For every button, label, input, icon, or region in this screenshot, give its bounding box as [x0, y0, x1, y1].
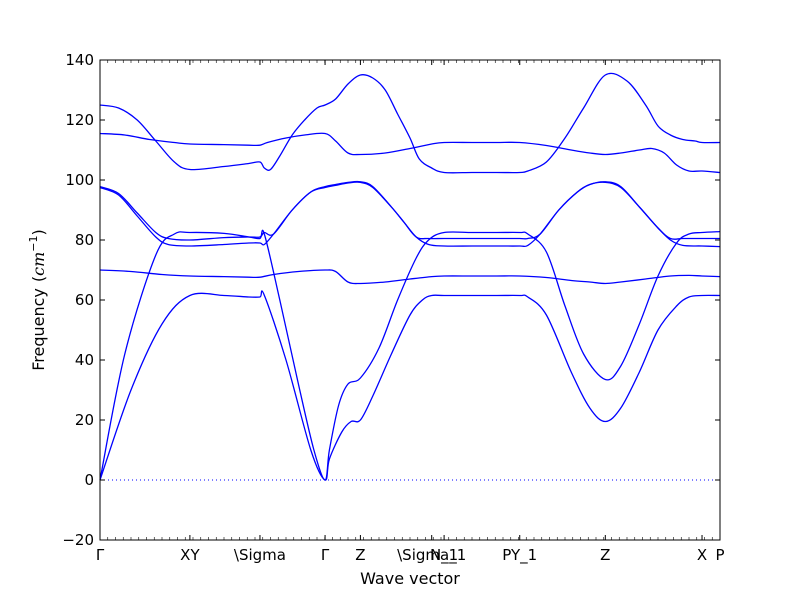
phonon-branch-5 — [99, 269, 721, 285]
y-axis-label: Frequency(cm−1) — [27, 229, 48, 371]
x-tick-label: Γ — [96, 546, 105, 564]
y-axis-unit-exponent: −1 — [27, 235, 40, 251]
y-tick-label: 40 — [75, 351, 94, 369]
x-tick-label: P — [715, 546, 724, 564]
y-tick-label: 120 — [65, 111, 94, 129]
y-tick-label: 140 — [65, 51, 94, 69]
y-axis-unit: cm — [29, 252, 48, 276]
x-axis-ticks: Γ XY \Sigma Γ Z \Sigma_1N_1 PY_1 Z X P — [96, 60, 725, 565]
x-tick-label: Z — [600, 546, 610, 564]
series-layer — [99, 72, 721, 481]
y-axis-ticks: −20 0 20 40 60 80 100 120 140 — [62, 51, 720, 549]
y-tick-label: 60 — [75, 291, 94, 309]
phonon-branch-4 — [99, 180, 721, 241]
x-tick-label: \Sigma — [234, 546, 286, 564]
y-tick-label: 80 — [75, 231, 94, 249]
x-tick-label: XY — [180, 546, 200, 564]
x-tick-label: Z — [355, 546, 365, 564]
x-tick-label: N_1 — [430, 546, 458, 565]
phonon-branch-7 — [99, 72, 721, 174]
phonon-branch-1 — [99, 290, 721, 481]
y-tick-label: 0 — [84, 471, 94, 489]
y-axis-label-text: Frequency — [29, 288, 48, 371]
x-tick-label: \Sigma_1 — [397, 546, 466, 565]
x-tick-label: X — [697, 546, 707, 564]
y-tick-label: 100 — [65, 171, 94, 189]
x-tick-label: PY_1 — [502, 546, 537, 565]
svg-text:Frequency(cm−1): Frequency(cm−1) — [27, 229, 48, 371]
y-tick-label: −20 — [62, 531, 94, 549]
phonon-branch-6 — [99, 132, 721, 174]
y-tick-label: 20 — [75, 411, 94, 429]
x-axis-label: Wave vector — [360, 569, 460, 588]
phonon-branch-2 — [99, 229, 721, 481]
x-tick-label: Γ — [321, 546, 330, 564]
